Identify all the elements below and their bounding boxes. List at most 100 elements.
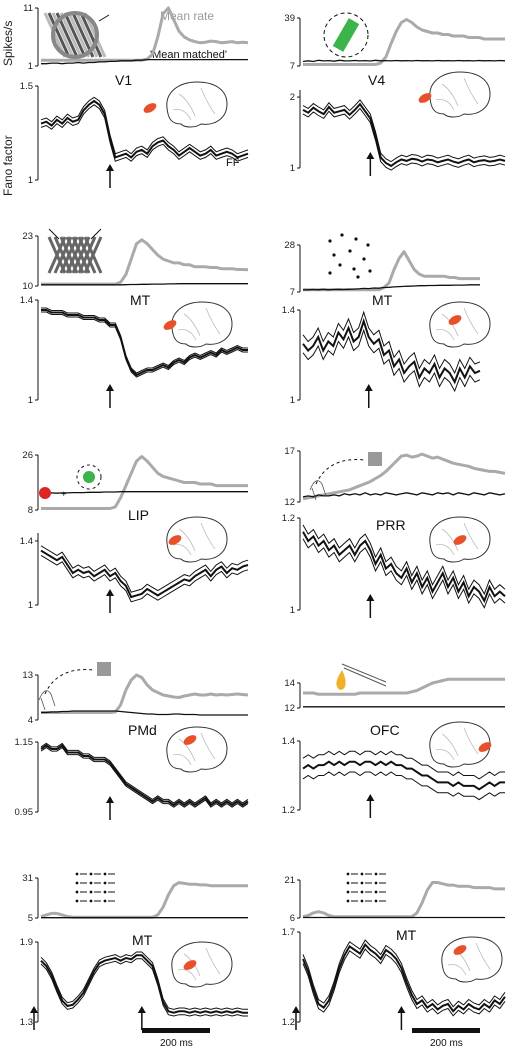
ff-upper-sem	[40, 951, 248, 1010]
dot	[360, 899, 364, 903]
ff-tick-label: 1.9	[20, 937, 33, 948]
stimulus-onset-arrow-head	[364, 384, 373, 391]
grating-stripe	[59, 12, 83, 58]
area-label: PMd	[128, 722, 157, 738]
ff-tick-label: 1.4	[282, 305, 295, 316]
reach-target-icon	[38, 662, 111, 711]
ff-mean-line	[302, 102, 506, 168]
ff-upper-sem	[40, 545, 249, 593]
brain-icon	[163, 301, 233, 348]
ff-lower-sem	[40, 554, 249, 603]
dot	[374, 872, 378, 876]
rate-tick-label: 7	[290, 287, 295, 298]
matched-rate-line	[302, 492, 506, 498]
stimulus-onset-arrow-head	[366, 594, 375, 601]
plus-sign: +	[61, 489, 67, 500]
dot	[89, 881, 93, 885]
y-axis-label-spikes: Spikes/s	[1, 21, 15, 66]
brain-sulci	[435, 727, 479, 761]
brain-sulci	[435, 522, 479, 556]
area-label: V4	[368, 72, 385, 88]
saccade-targets-icon: +	[39, 464, 102, 500]
y-axis-label-fano: Fano factor	[1, 135, 15, 196]
brain-outline	[429, 301, 491, 348]
dot	[103, 890, 107, 894]
dot	[328, 239, 332, 243]
moving-dots-icon	[75, 872, 115, 903]
ff-upper-sem	[302, 310, 481, 375]
brain-area-highlight	[163, 320, 177, 330]
dot	[360, 872, 364, 876]
ff-mean-line	[41, 309, 248, 377]
ff-mean-line	[40, 549, 249, 599]
ff-tick-label: 1.4	[20, 295, 33, 306]
motion-arrow	[90, 228, 102, 240]
brain-icon	[143, 81, 228, 128]
brain-outline	[429, 71, 491, 118]
dot	[328, 271, 332, 275]
ff-lower-sem	[40, 746, 249, 808]
panel-lip-4: 26 8 1.4 1 LIP +	[20, 450, 249, 613]
dot	[362, 257, 366, 261]
matched-rate-line	[303, 284, 480, 291]
area-label: V1	[115, 72, 132, 88]
dot	[374, 890, 378, 894]
bar-stimulus-icon	[323, 12, 369, 58]
motion-arrow	[98, 14, 110, 22]
ff-tick-label: 1.15	[15, 737, 34, 748]
panel-pmd-6: 13 4 1.15 0.95 PMd	[15, 662, 249, 820]
reach-path	[44, 669, 94, 695]
ff-tick-label: 1.2	[282, 513, 295, 524]
receptive-field	[323, 12, 369, 58]
dot	[356, 275, 360, 279]
brain-icon	[441, 936, 503, 983]
ff-upper-sem	[41, 307, 248, 374]
brain-icon	[166, 516, 228, 563]
dot	[75, 872, 79, 876]
scalebar-right: 200 ms	[412, 1028, 480, 1049]
juice-drop	[336, 670, 346, 690]
fixation-point	[39, 487, 51, 499]
ff-tick-label: 2	[290, 92, 295, 103]
dot	[75, 881, 79, 885]
rate-tick-label: 21	[284, 875, 295, 886]
ff-tick-label: 1	[28, 600, 33, 611]
panel-v4-1: 39 7 2 1 V4	[284, 12, 506, 176]
stimulus-onset-arrow-head	[106, 796, 114, 803]
rate-tick-label: 1	[28, 61, 33, 72]
dot	[360, 881, 364, 885]
brain-area-highlight	[448, 315, 462, 325]
dot	[346, 890, 350, 894]
rate-tick-label: 4	[28, 715, 33, 726]
moving-dots-icon	[346, 872, 386, 903]
dot	[89, 890, 93, 894]
ff-upper-sem	[302, 524, 506, 596]
mean-rate-line	[40, 881, 248, 919]
stimulus-onset-arrow-head	[106, 589, 114, 596]
brain-icon	[429, 301, 491, 348]
dot	[352, 267, 356, 271]
ff-lower-sem	[41, 311, 248, 378]
brain-outline	[166, 81, 228, 128]
rate-tick-label: 28	[284, 240, 295, 251]
dots-stimulus-icon	[328, 233, 372, 279]
brain-icon	[166, 726, 228, 773]
panels-group: 1111.51V139721V423101.41MT2871.41MT2681.…	[15, 3, 506, 1030]
brain-area-highlight	[418, 93, 432, 103]
dot	[103, 899, 107, 903]
brain-sulci	[172, 732, 216, 766]
ff-tick-label: 1.3	[20, 1017, 33, 1028]
brain-sulci	[172, 87, 216, 121]
dot	[348, 249, 352, 253]
matched-rate-line	[41, 491, 248, 494]
brain-area-highlight	[478, 742, 492, 752]
dot	[366, 243, 370, 247]
dot	[103, 881, 107, 885]
scalebar-label: 200 ms	[160, 1038, 193, 1049]
ff-lower-sem	[302, 328, 481, 393]
rate-tick-label: 12	[284, 497, 295, 508]
matched-rate-line	[41, 710, 248, 716]
stimulus-onset-arrow-head	[30, 1006, 38, 1013]
matched-rate-line	[302, 59, 506, 63]
mean-rate-line	[303, 250, 480, 292]
